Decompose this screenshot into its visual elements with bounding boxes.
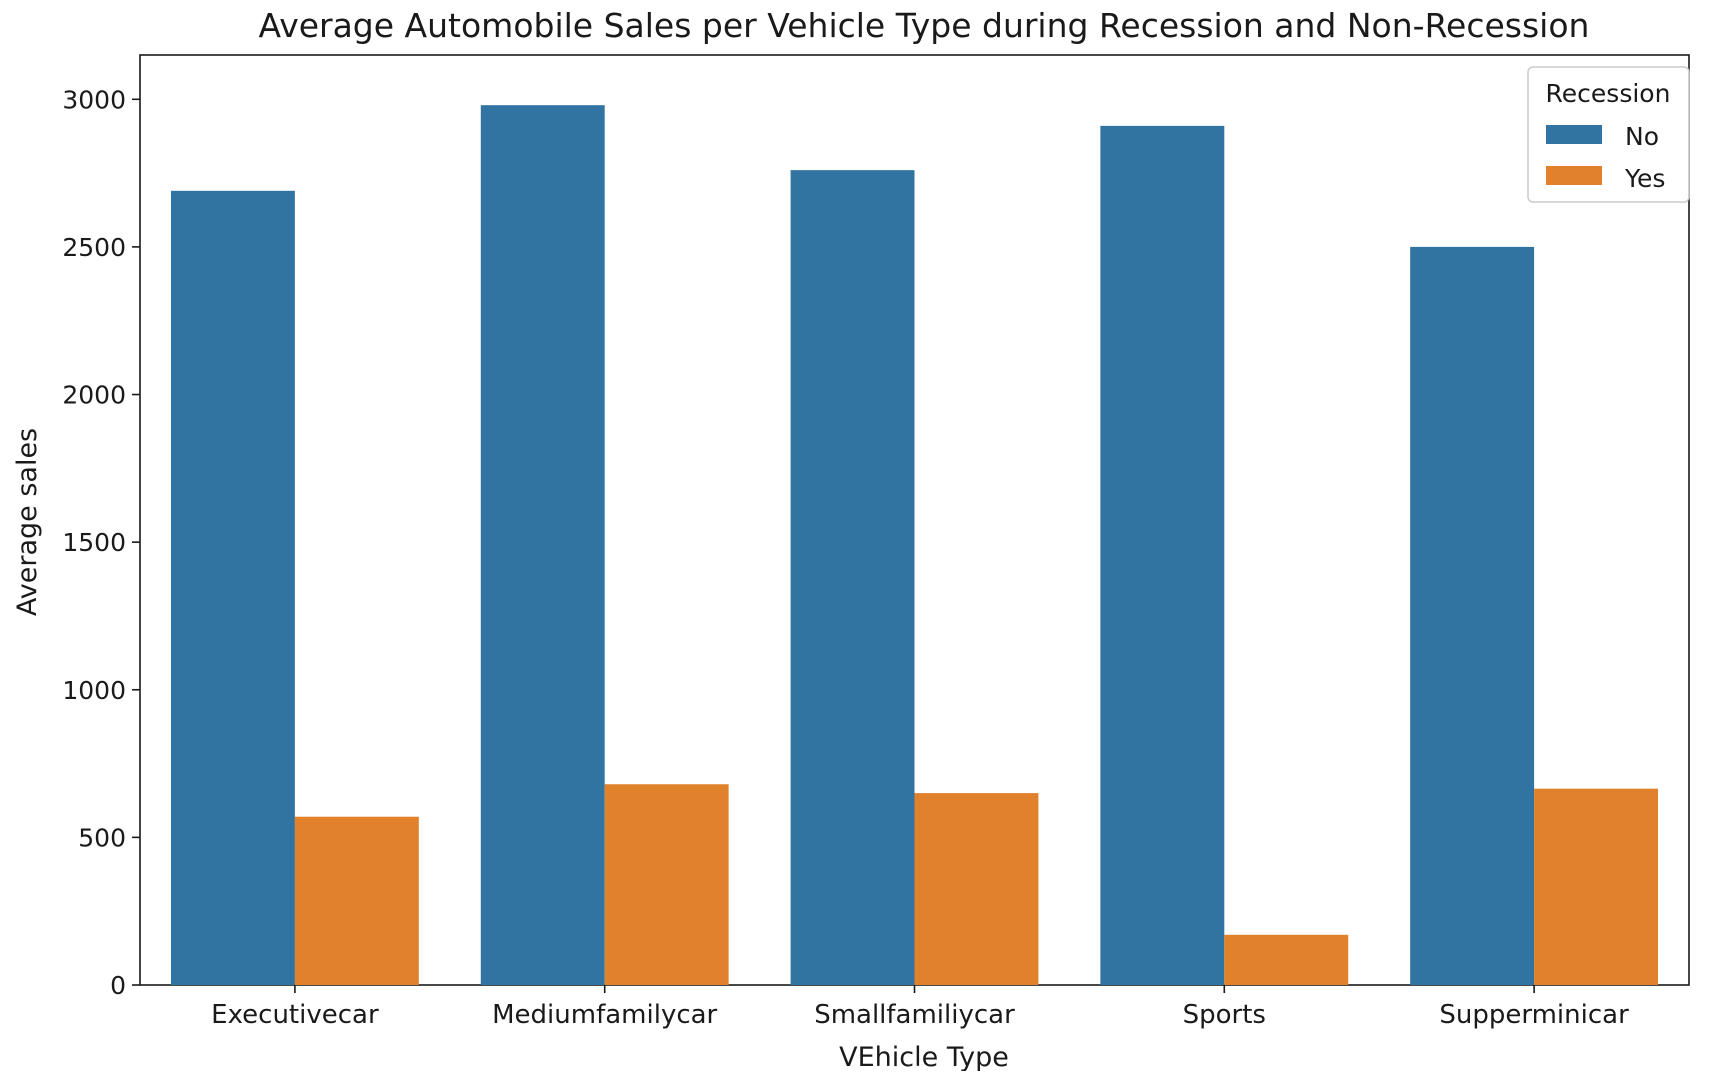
x-tick-label: Sports — [1183, 1000, 1266, 1030]
bar-yes-3 — [1224, 934, 1349, 985]
legend-label-no: No — [1625, 122, 1659, 151]
bar-no-4 — [1410, 246, 1535, 985]
y-tick-label: 500 — [78, 823, 126, 852]
bar-yes-0 — [294, 816, 419, 985]
x-axis: Executivecar Mediumfamilycar Smallfamiliyc… — [211, 985, 1629, 1030]
bar-no-1 — [480, 105, 605, 985]
x-tick-label: Supperminicar — [1439, 1000, 1629, 1030]
legend-swatch-no — [1546, 125, 1602, 144]
chart-title: Average Automobile Sales per Vehicle Typ… — [259, 6, 1590, 45]
x-axis-label: VEhicle Type — [839, 1042, 1009, 1071]
y-tick-label: 1500 — [62, 528, 126, 557]
y-axis: 0 500 1000 1500 2000 2500 3000 — [62, 85, 140, 1000]
x-tick-label: Executivecar — [211, 1000, 379, 1030]
x-tick-label: Mediumfamilycar — [492, 1000, 717, 1030]
y-tick-label: 2500 — [62, 233, 126, 262]
legend-swatch-yes — [1546, 166, 1602, 185]
bar-no-2 — [790, 170, 915, 985]
bar-yes-4 — [1534, 788, 1659, 985]
bars-group — [170, 105, 1659, 986]
legend-title: Recession — [1546, 79, 1671, 108]
x-tick-label: Smallfamiliycar — [814, 1000, 1015, 1030]
bar-yes-1 — [604, 784, 729, 985]
legend: Recession No Yes — [1527, 66, 1690, 203]
bar-yes-2 — [914, 793, 1039, 985]
legend-label-yes: Yes — [1624, 164, 1665, 193]
y-tick-label: 3000 — [62, 85, 126, 114]
y-tick-label: 1000 — [62, 676, 126, 705]
y-tick-label: 0 — [110, 971, 126, 1000]
bar-no-0 — [170, 190, 295, 985]
bar-no-3 — [1100, 125, 1225, 986]
y-axis-label: Average sales — [12, 428, 43, 616]
y-tick-label: 2000 — [62, 381, 126, 410]
